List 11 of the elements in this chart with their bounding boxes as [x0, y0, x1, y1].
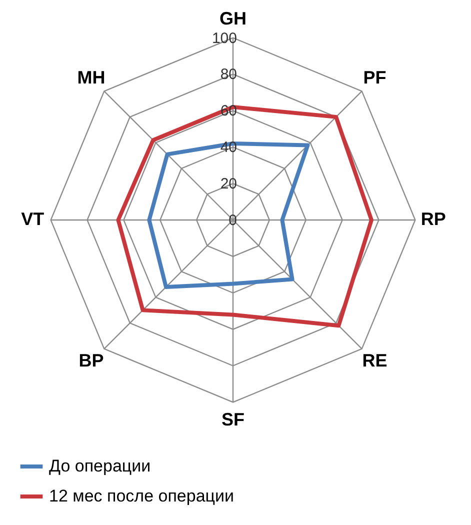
- spoke-label: SF: [221, 409, 245, 430]
- y-tick-label: 60: [220, 102, 237, 120]
- legend-label: 12 мес после операции: [49, 486, 234, 506]
- spoke-label: GH: [220, 8, 246, 29]
- spoke-label: MH: [77, 67, 106, 88]
- spoke-label: VT: [21, 209, 44, 229]
- spoke-label: PF: [363, 67, 386, 88]
- legend-label: До операции: [49, 456, 151, 476]
- spoke-label: RP: [420, 209, 446, 229]
- spoke-label: BP: [78, 350, 104, 371]
- spoke-label: RE: [362, 350, 388, 371]
